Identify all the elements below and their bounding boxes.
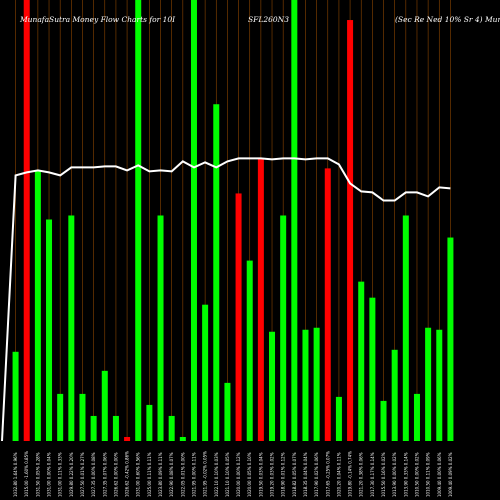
x-tick-labels: 1032.80 1.64% 0.96% 1015.00 -1.60% 0.85% 1… xyxy=(13,451,453,497)
bar xyxy=(447,237,454,441)
x-tick-label: 1026.62 0.00% 0.00% xyxy=(113,452,118,497)
x-tick-label: 1032.80 1.64% 0.96% xyxy=(13,452,18,497)
bar xyxy=(391,349,398,441)
x-tick-label: 1031.00 0.00% 0.04% xyxy=(47,452,52,497)
bar xyxy=(146,404,153,441)
bar xyxy=(235,193,242,441)
grid-lines xyxy=(15,0,451,441)
x-tick-label: 1013.90 0.33% 0.14% xyxy=(403,452,408,497)
bar xyxy=(57,393,64,441)
x-tick-label: 1017.65 -0.25% 0.07% xyxy=(325,451,330,497)
x-tick-label: 1027.50 0.01% 0.27% xyxy=(80,452,85,497)
price-line xyxy=(1,157,451,442)
bar xyxy=(224,382,231,441)
x-tick-label: 1018.35 0.04% 0.04% xyxy=(303,452,308,497)
x-tick-label: 1022.90 0.08% 0.07% xyxy=(169,452,174,497)
bar xyxy=(101,370,108,441)
x-tick-label: 1031.00 0.11% 0.33% xyxy=(58,452,63,497)
x-tick-label: 1022.10 0.10% 0.03% xyxy=(214,452,219,497)
bar xyxy=(135,0,142,441)
bar xyxy=(168,415,175,441)
bar xyxy=(257,158,264,442)
bar xyxy=(12,351,19,441)
bar xyxy=(202,304,209,441)
bar xyxy=(369,297,376,441)
bar xyxy=(302,329,309,441)
x-tick-label: 1025.00 0.11% 0.11% xyxy=(147,452,152,497)
x-tick-label: 1021.95 -0.02% 0.05% xyxy=(203,451,208,497)
x-tick-label: 1022.05 0.01% 0.00% xyxy=(180,452,185,497)
bar xyxy=(280,215,287,441)
x-tick-label: 1017.30 0.17% 0.14% xyxy=(370,452,375,497)
bar xyxy=(157,215,164,441)
bar xyxy=(213,104,220,442)
x-tick-label: 1015.00 -1.60% 0.85% xyxy=(24,451,29,497)
bar xyxy=(380,400,387,441)
bar xyxy=(347,20,354,442)
x-tick-label: 1031.50 0.05% 0.28% xyxy=(35,452,40,497)
bar xyxy=(358,281,365,441)
x-tick-label: 1020.00 0.05% 0.10% xyxy=(247,452,252,497)
bar xyxy=(313,327,320,441)
bar xyxy=(190,0,197,441)
bars-group xyxy=(12,0,454,442)
bar xyxy=(269,331,276,441)
bar xyxy=(291,0,298,441)
x-tick-label: 1009.40 0.09% 0.02% xyxy=(448,452,453,497)
x-tick-label: 1020.00 0.00% 0.12% xyxy=(236,452,241,497)
bar xyxy=(112,415,119,441)
x-tick-label: 1020.20 0.04% 0.11% xyxy=(336,452,341,497)
bar xyxy=(402,215,409,441)
x-tick-label: 1019.80 -0.14% 0.74% xyxy=(348,451,353,497)
x-tick-label: 1018.90 0.01% 0.12% xyxy=(281,452,286,497)
bar xyxy=(46,219,53,441)
x-tick-label: 1021.10 0.10% 0.05% xyxy=(225,452,230,497)
bar xyxy=(413,393,420,441)
x-tick-label: 1027.35 0.00% 0.08% xyxy=(91,452,96,497)
bar xyxy=(425,327,432,441)
x-tick-label: 1027.35 0.07% 0.06% xyxy=(102,452,107,497)
bar xyxy=(246,260,253,441)
chart-title-right: (Sec Re Ned 10% Sr 4) Munafa xyxy=(395,15,500,24)
x-tick-label: 1021.95 0.00% 0.11% xyxy=(191,452,196,497)
x-tick-label: 1010.50 0.00% 0.02% xyxy=(414,452,419,497)
chart-title-mid: SFL260N3 xyxy=(248,15,289,24)
bar xyxy=(179,436,186,441)
x-tick-label: 1019.50 0.03% 0.04% xyxy=(258,452,263,497)
bar xyxy=(124,436,131,441)
x-tick-label: 1019.20 0.03% 0.02% xyxy=(270,452,275,497)
bar xyxy=(335,396,342,441)
bar xyxy=(436,329,443,441)
x-tick-label: 1013.90 0.00% 0.02% xyxy=(392,452,397,497)
x-tick-label: 1009.40 0.00% 0.06% xyxy=(437,452,442,497)
bar xyxy=(324,168,331,441)
bar xyxy=(90,415,97,441)
x-tick-label: 1015.50 0.16% 0.02% xyxy=(381,452,386,497)
x-tick-label: 1031.00 0.60% 0.56% xyxy=(136,452,141,497)
bar xyxy=(68,215,75,441)
x-tick-label: 1017.90 0.02% 0.06% xyxy=(314,452,319,497)
x-tick-label: 1029.80 0.22% 0.20% xyxy=(69,452,74,497)
chart-title-left: MunafaSutra Money Flow Charts for 10I xyxy=(19,15,176,24)
x-tick-label: 1026.62 -0.42% 0.86% xyxy=(125,451,130,497)
bar xyxy=(34,171,41,441)
x-tick-label: 1021.20 0.38% 0.06% xyxy=(359,452,364,497)
x-tick-label: 1018.82 0.05% 0.07% xyxy=(292,452,297,497)
x-tick-label: 1010.50 0.11% 0.09% xyxy=(426,452,431,497)
x-tick-label: 1023.80 0.09% 0.11% xyxy=(158,452,163,497)
bar xyxy=(23,0,30,441)
bar xyxy=(79,393,86,441)
